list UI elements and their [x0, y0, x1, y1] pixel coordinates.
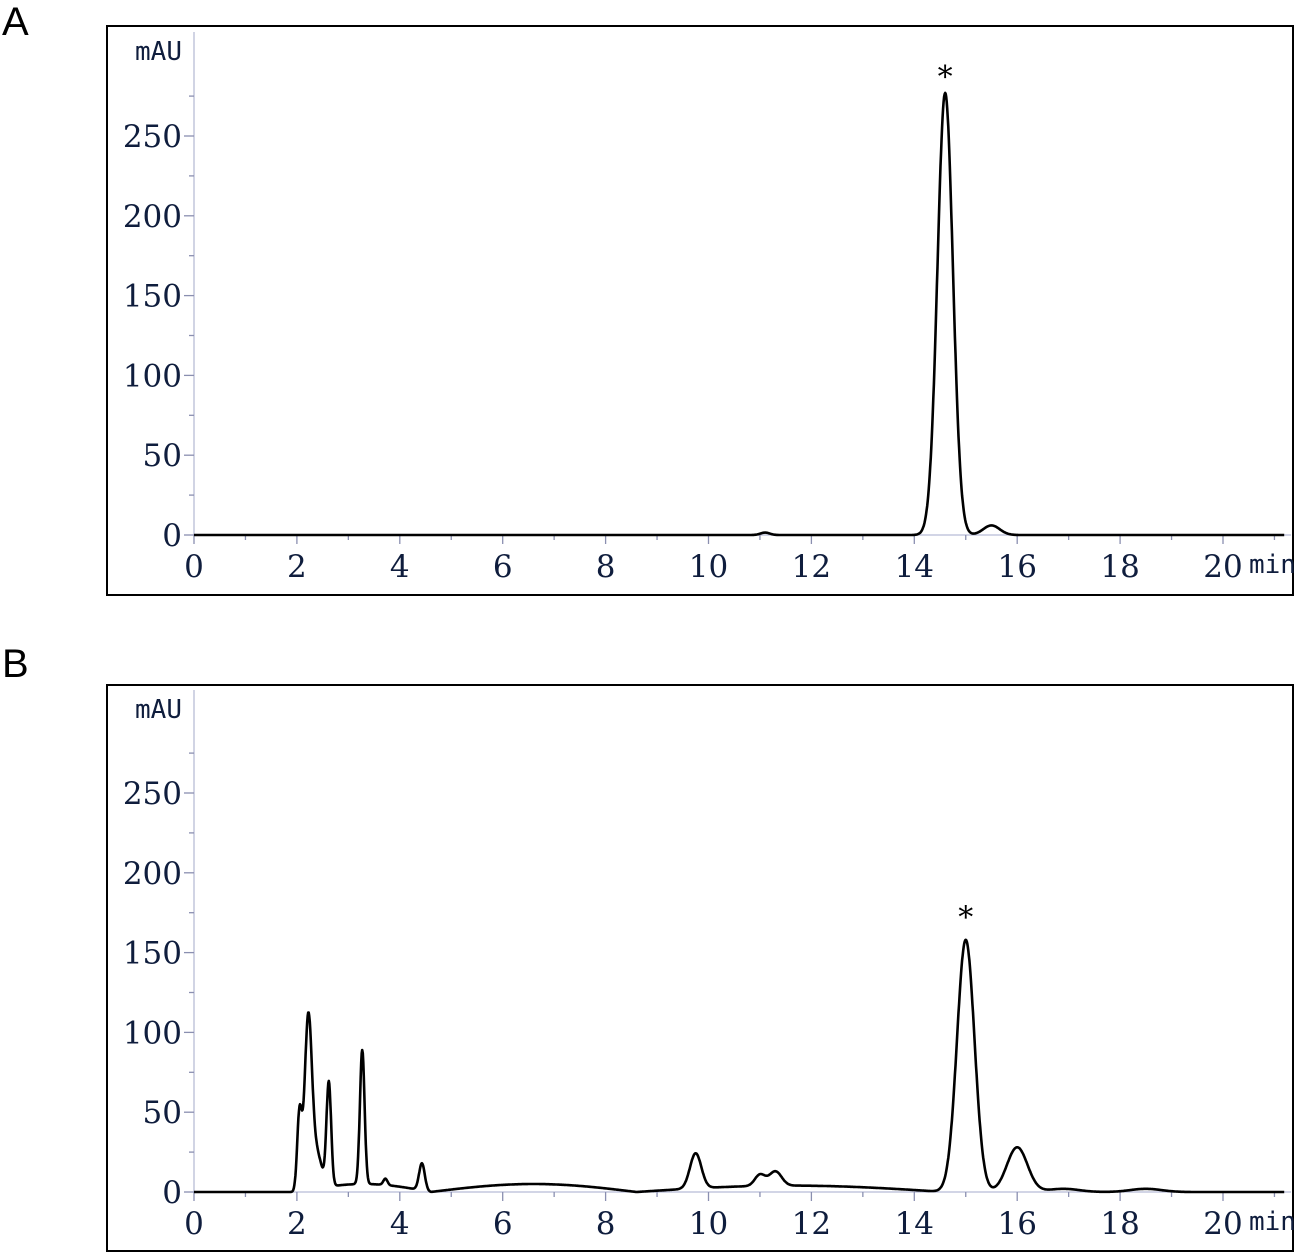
x-unit-label: min — [1249, 550, 1296, 580]
y-tick-label: 250 — [123, 119, 182, 155]
peak-marker: * — [938, 60, 953, 95]
y-unit-label: mAU — [135, 37, 182, 67]
x-tick-label: 12 — [792, 549, 831, 585]
plot-frame — [106, 25, 1294, 596]
x-tick-label: 18 — [1100, 549, 1139, 585]
x-tick-label: 14 — [895, 549, 934, 585]
panel-label-b: B — [2, 642, 29, 686]
y-tick-label: 0 — [162, 518, 182, 554]
y-tick-label: 50 — [143, 438, 182, 474]
x-tick-label: 0 — [184, 549, 204, 585]
x-tick-label: 6 — [493, 549, 513, 585]
y-tick-label: 150 — [123, 279, 182, 315]
x-tick-label: 8 — [596, 549, 616, 585]
panel-label-a: A — [2, 0, 29, 44]
x-tick-label: 4 — [390, 549, 410, 585]
y-tick-label: 100 — [123, 358, 182, 394]
y-tick-label: 200 — [123, 199, 182, 235]
x-tick-label: 20 — [1203, 549, 1242, 585]
x-tick-label: 10 — [689, 549, 728, 585]
x-tick-label: 2 — [287, 549, 307, 585]
x-tick-label: 16 — [997, 549, 1036, 585]
chromatogram-trace — [193, 91, 1285, 537]
